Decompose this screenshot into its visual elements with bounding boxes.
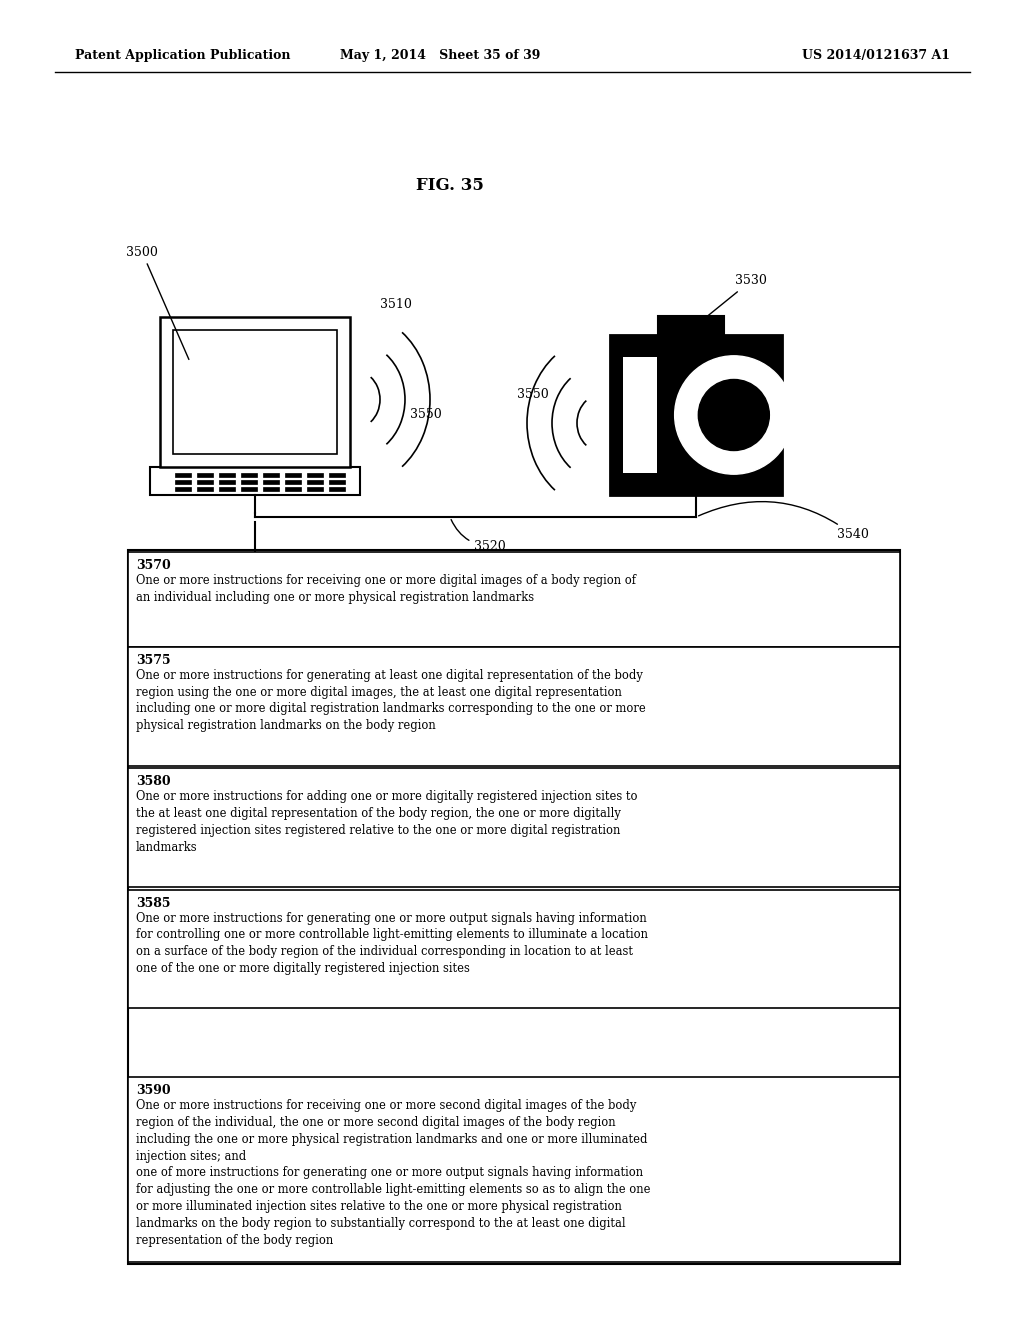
Text: 3520: 3520: [452, 520, 506, 553]
Bar: [285, 479, 301, 484]
Bar: [219, 487, 234, 491]
Bar: [128, 1077, 900, 1262]
Bar: [241, 473, 257, 477]
Text: 3550: 3550: [410, 408, 441, 421]
Bar: [263, 487, 279, 491]
Bar: [173, 330, 337, 454]
Bar: [219, 479, 234, 484]
Bar: [285, 487, 301, 491]
Bar: [307, 479, 323, 484]
Bar: [329, 473, 345, 477]
Bar: [128, 549, 900, 1265]
Bar: [197, 479, 213, 484]
Text: 3530: 3530: [698, 275, 767, 323]
Text: 3585: 3585: [136, 896, 171, 909]
Bar: [128, 647, 900, 766]
Bar: [307, 473, 323, 477]
Text: 3570: 3570: [136, 558, 171, 572]
Bar: [175, 473, 191, 477]
Text: Patent Application Publication: Patent Application Publication: [75, 49, 291, 62]
Text: 3590: 3590: [136, 1084, 171, 1097]
Text: One or more instructions for generating at least one digital representation of t: One or more instructions for generating …: [136, 669, 646, 733]
Text: US 2014/0121637 A1: US 2014/0121637 A1: [802, 49, 950, 62]
Text: 3540: 3540: [698, 502, 869, 541]
Bar: [307, 487, 323, 491]
Bar: [175, 479, 191, 484]
Text: One or more instructions for generating one or more output signals having inform: One or more instructions for generating …: [136, 912, 648, 975]
Text: May 1, 2014   Sheet 35 of 39: May 1, 2014 Sheet 35 of 39: [340, 49, 541, 62]
Bar: [658, 315, 724, 335]
Bar: [197, 487, 213, 491]
Bar: [219, 473, 234, 477]
Bar: [241, 487, 257, 491]
Text: 3550: 3550: [517, 388, 549, 401]
Text: 3575: 3575: [136, 653, 171, 667]
Text: 3510: 3510: [380, 298, 412, 312]
Text: 3580: 3580: [136, 775, 171, 788]
Bar: [128, 890, 900, 1008]
Bar: [263, 479, 279, 484]
Text: FIG. 35: FIG. 35: [416, 177, 484, 194]
Bar: [128, 768, 900, 887]
Text: One or more instructions for receiving one or more digital images of a body regi: One or more instructions for receiving o…: [136, 574, 636, 603]
Bar: [263, 473, 279, 477]
Bar: [610, 335, 782, 495]
Circle shape: [675, 356, 793, 474]
Bar: [623, 358, 657, 473]
Text: One or more instructions for adding one or more digitally registered injection s: One or more instructions for adding one …: [136, 791, 638, 854]
Circle shape: [698, 379, 769, 450]
Bar: [329, 487, 345, 491]
Text: 3500: 3500: [126, 246, 188, 359]
Bar: [128, 552, 900, 647]
Text: One or more instructions for receiving one or more second digital images of the : One or more instructions for receiving o…: [136, 1100, 650, 1246]
Bar: [241, 479, 257, 484]
Bar: [197, 473, 213, 477]
Bar: [329, 479, 345, 484]
Bar: [285, 473, 301, 477]
Bar: [175, 487, 191, 491]
Bar: [150, 467, 360, 495]
Bar: [160, 317, 350, 467]
